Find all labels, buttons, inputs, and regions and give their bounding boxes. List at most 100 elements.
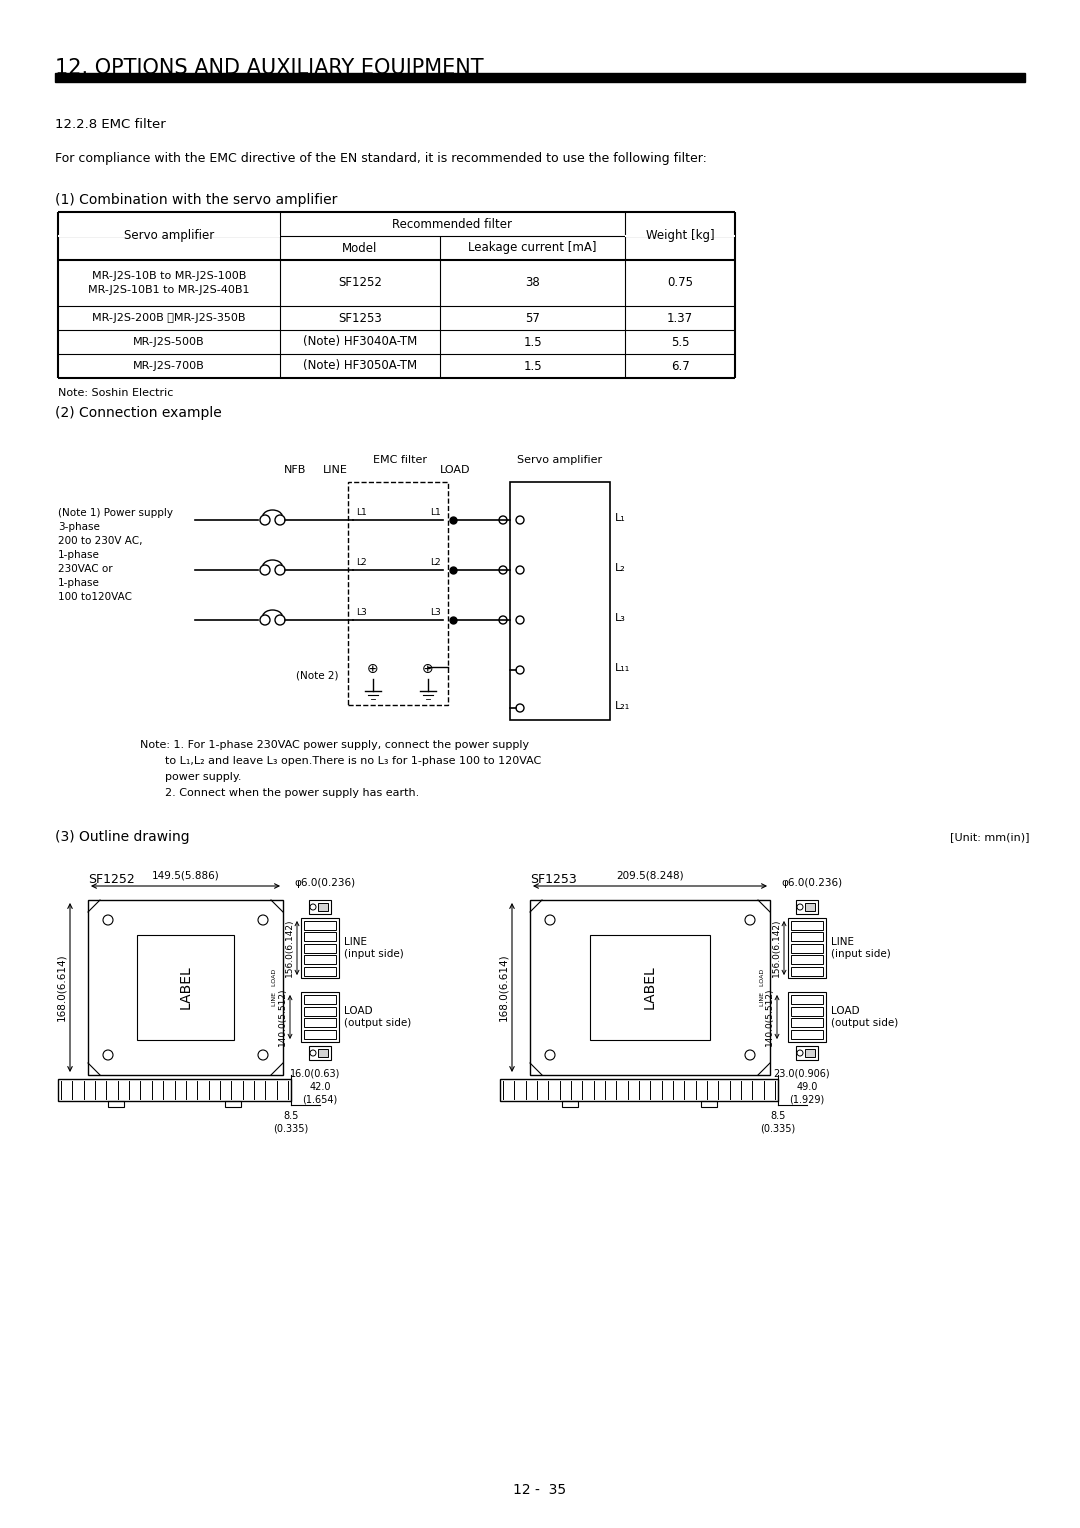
- Text: Note: 1. For 1-phase 230VAC power supply, connect the power supply: Note: 1. For 1-phase 230VAC power supply…: [140, 740, 529, 750]
- Bar: [791, 1018, 823, 1027]
- Bar: [309, 900, 330, 914]
- Text: (Note 2): (Note 2): [296, 669, 338, 680]
- Bar: [58, 1079, 291, 1102]
- Bar: [318, 903, 328, 911]
- Text: LOAD: LOAD: [440, 465, 471, 475]
- Bar: [303, 920, 336, 929]
- Text: 6.7: 6.7: [671, 359, 689, 373]
- Text: φ6.0(0.236): φ6.0(0.236): [782, 879, 842, 888]
- Text: Recommended filter: Recommended filter: [392, 217, 513, 231]
- Text: LINE
(input side): LINE (input side): [831, 937, 891, 960]
- Text: L₂: L₂: [615, 562, 625, 573]
- Bar: [309, 1047, 330, 1060]
- Text: 209.5(8.248): 209.5(8.248): [617, 869, 684, 880]
- Bar: [318, 1050, 328, 1057]
- Text: 2. Connect when the power supply has earth.: 2. Connect when the power supply has ear…: [165, 788, 419, 798]
- Bar: [791, 943, 823, 952]
- Text: LINE   LOAD: LINE LOAD: [272, 969, 278, 1005]
- Text: SF1253: SF1253: [530, 872, 577, 886]
- Bar: [510, 481, 610, 720]
- Text: LOAD
(output side): LOAD (output side): [345, 1005, 411, 1028]
- Bar: [796, 1047, 818, 1060]
- Text: 12. OPTIONS AND AUXILIARY EQUIPMENT: 12. OPTIONS AND AUXILIARY EQUIPMENT: [55, 58, 484, 78]
- Bar: [788, 992, 826, 1042]
- Text: 8.5
(0.335): 8.5 (0.335): [273, 1111, 309, 1134]
- Text: 168.0(6.614): 168.0(6.614): [56, 953, 66, 1021]
- Text: LABEL: LABEL: [178, 966, 192, 1010]
- Text: SF1252: SF1252: [338, 277, 382, 289]
- Text: SF1253: SF1253: [338, 312, 382, 324]
- Bar: [805, 1050, 815, 1057]
- Bar: [137, 935, 234, 1041]
- Text: L3: L3: [430, 608, 441, 617]
- Bar: [303, 967, 336, 975]
- Text: L1: L1: [430, 507, 441, 516]
- Text: 16.0(0.63): 16.0(0.63): [289, 1068, 340, 1077]
- Text: Servo amplifier: Servo amplifier: [517, 455, 603, 465]
- Bar: [303, 1007, 336, 1016]
- Text: LINE: LINE: [323, 465, 348, 475]
- Text: L1: L1: [356, 507, 367, 516]
- Text: L₁₁: L₁₁: [615, 663, 631, 672]
- Bar: [562, 1102, 578, 1106]
- Bar: [225, 1102, 241, 1106]
- Text: 1-phase: 1-phase: [58, 550, 99, 559]
- Text: 140.0(5.512): 140.0(5.512): [278, 987, 287, 1047]
- Text: 140.0(5.512): 140.0(5.512): [765, 987, 774, 1047]
- Text: (1) Combination with the servo amplifier: (1) Combination with the servo amplifier: [55, 193, 337, 206]
- Text: 12.2.8 EMC filter: 12.2.8 EMC filter: [55, 118, 165, 131]
- Text: L2: L2: [430, 558, 441, 567]
- Text: LOAD
(output side): LOAD (output side): [831, 1005, 899, 1028]
- Text: For compliance with the EMC directive of the EN standard, it is recommended to u: For compliance with the EMC directive of…: [55, 151, 707, 165]
- Bar: [791, 932, 823, 941]
- Text: NFB: NFB: [284, 465, 307, 475]
- Text: 57: 57: [525, 312, 540, 324]
- Text: 3-phase: 3-phase: [58, 523, 99, 532]
- Text: 49.0
(1.929): 49.0 (1.929): [789, 1082, 825, 1105]
- Text: 156.0(6.142): 156.0(6.142): [285, 918, 294, 978]
- Text: 0.75: 0.75: [667, 277, 693, 289]
- Text: Weight [kg]: Weight [kg]: [646, 229, 714, 243]
- Bar: [590, 935, 710, 1041]
- Bar: [530, 900, 770, 1076]
- Text: Leakage current [mA]: Leakage current [mA]: [469, 241, 597, 255]
- Text: (Note) HF3040A-TM: (Note) HF3040A-TM: [302, 336, 417, 348]
- Bar: [791, 1007, 823, 1016]
- Text: MR-J2S-500B: MR-J2S-500B: [133, 338, 205, 347]
- Text: 1.5: 1.5: [523, 336, 542, 348]
- Bar: [303, 995, 336, 1004]
- Bar: [303, 1018, 336, 1027]
- Bar: [87, 900, 283, 1076]
- Bar: [796, 900, 818, 914]
- Bar: [303, 932, 336, 941]
- Text: to L₁,L₂ and leave L₃ open.There is no L₃ for 1-phase 100 to 120VAC: to L₁,L₂ and leave L₃ open.There is no L…: [165, 756, 541, 766]
- Text: MR-J2S-10B to MR-J2S-100B
MR-J2S-10B1 to MR-J2S-40B1: MR-J2S-10B to MR-J2S-100B MR-J2S-10B1 to…: [89, 272, 249, 295]
- Text: 200 to 230V AC,: 200 to 230V AC,: [58, 536, 143, 545]
- Bar: [791, 967, 823, 975]
- Text: 156.0(6.142): 156.0(6.142): [772, 918, 781, 978]
- Text: MR-J2S-200B ・MR-J2S-350B: MR-J2S-200B ・MR-J2S-350B: [92, 313, 246, 322]
- Bar: [791, 995, 823, 1004]
- Bar: [303, 943, 336, 952]
- Text: power supply.: power supply.: [165, 772, 242, 782]
- Text: (Note) HF3050A-TM: (Note) HF3050A-TM: [302, 359, 417, 373]
- Bar: [301, 918, 339, 978]
- Text: LINE
(input side): LINE (input side): [345, 937, 404, 960]
- Text: (3) Outline drawing: (3) Outline drawing: [55, 830, 190, 843]
- Bar: [805, 903, 815, 911]
- Text: φ6.0(0.236): φ6.0(0.236): [295, 879, 355, 888]
- Text: 1-phase: 1-phase: [58, 578, 99, 588]
- Text: MR-J2S-700B: MR-J2S-700B: [133, 361, 205, 371]
- Text: L3: L3: [356, 608, 367, 617]
- Text: 23.0(0.906): 23.0(0.906): [773, 1068, 831, 1077]
- Text: LINE   LOAD: LINE LOAD: [759, 969, 765, 1005]
- Text: ⊕: ⊕: [422, 662, 434, 675]
- Text: LABEL: LABEL: [643, 966, 657, 1010]
- Text: L2: L2: [356, 558, 366, 567]
- Text: SF1252: SF1252: [87, 872, 135, 886]
- Text: 42.0
(1.654): 42.0 (1.654): [302, 1082, 338, 1105]
- Text: (2) Connection example: (2) Connection example: [55, 406, 221, 420]
- Bar: [791, 955, 823, 964]
- Bar: [303, 955, 336, 964]
- Text: ⊕: ⊕: [367, 662, 379, 675]
